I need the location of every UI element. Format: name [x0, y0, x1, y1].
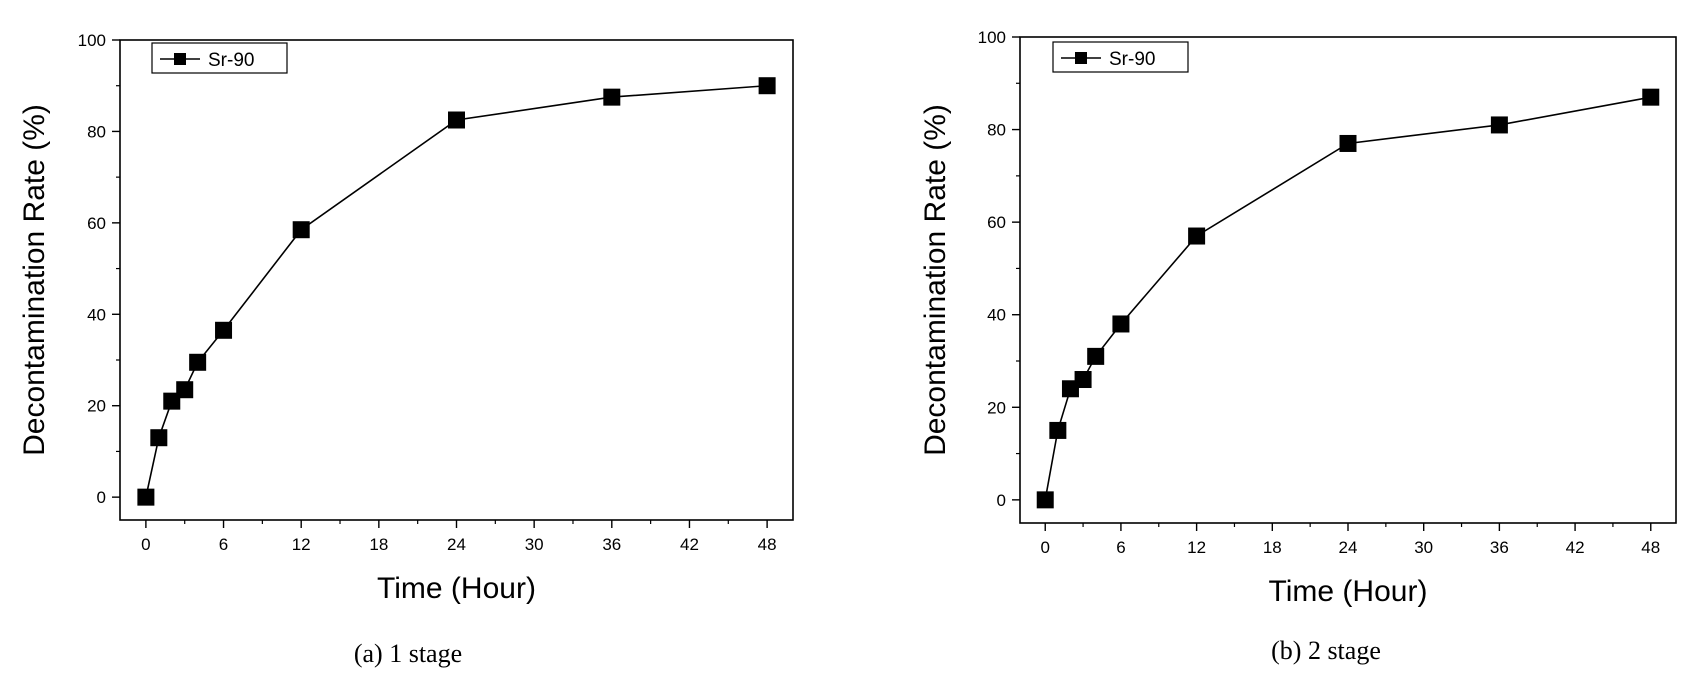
- x-tick-label: 24: [447, 535, 466, 554]
- y-tick-label: 40: [87, 305, 106, 324]
- data-point: [1188, 227, 1206, 245]
- y-tick-label: 40: [987, 306, 1006, 325]
- legend-label: Sr-90: [208, 50, 254, 71]
- series-line: [1044, 96, 1651, 501]
- chart-caption: (a) 1 stage: [354, 639, 462, 668]
- y-tick-label: 20: [987, 398, 1006, 417]
- chart-panel-1: 0 6 12 18 24 30 36 42 48 0 20 40 60 80 100 Time (Hour) D…: [18, 31, 794, 668]
- x-tick-label: 42: [1566, 538, 1585, 557]
- data-point: [1036, 491, 1054, 509]
- legend-label: Sr-90: [1109, 49, 1155, 70]
- y-tick-label: 20: [87, 397, 106, 416]
- data-point: [176, 381, 194, 399]
- x-tick-label: 42: [680, 535, 699, 554]
- y-tick-label: 80: [987, 121, 1006, 140]
- x-tick-label: 18: [369, 535, 388, 554]
- x-tick-label: 18: [1263, 538, 1282, 557]
- legend-marker: [174, 53, 186, 65]
- data-point: [1339, 134, 1357, 152]
- x-tick-label: 30: [1414, 538, 1433, 557]
- y-axis-title: Decontamination Rate (%): [18, 104, 51, 456]
- data-point: [603, 88, 621, 106]
- data-point: [1112, 315, 1130, 333]
- y-tick-label: 100: [978, 28, 1006, 47]
- x-tick-label: 12: [1187, 538, 1206, 557]
- data-point: [1642, 88, 1660, 106]
- chart-panel-2: 0 6 12 18 24 30 36 42 48 0 20 40 60 80 100 Time (Hour) D…: [919, 28, 1677, 665]
- y-tick-label: 0: [997, 491, 1006, 510]
- data-point: [1490, 116, 1508, 134]
- x-tick-label: 24: [1339, 538, 1358, 557]
- series-line: [145, 84, 768, 498]
- data-point: [1049, 421, 1067, 439]
- x-tick-label: 30: [525, 535, 544, 554]
- x-tick-label: 0: [1040, 538, 1049, 557]
- x-tick-label: 12: [292, 535, 311, 554]
- data-point: [163, 392, 181, 410]
- data-point: [137, 488, 155, 506]
- data-point: [215, 321, 233, 339]
- chart-caption: (b) 2 stage: [1271, 636, 1381, 665]
- y-tick-label: 80: [87, 122, 106, 141]
- y-tick-label: 100: [78, 31, 106, 50]
- x-tick-label: 36: [1490, 538, 1509, 557]
- data-point: [189, 353, 207, 371]
- data-point: [292, 221, 310, 239]
- x-tick-label: 36: [602, 535, 621, 554]
- x-axis-title: Time (Hour): [1269, 575, 1428, 608]
- x-tick-label: 48: [1641, 538, 1660, 557]
- x-tick-label: 6: [1116, 538, 1125, 557]
- data-point: [448, 111, 465, 129]
- x-tick-label: 6: [219, 535, 228, 554]
- legend-marker: [1075, 52, 1087, 64]
- x-axis-title: Time (Hour): [377, 572, 536, 605]
- data-point: [1074, 371, 1092, 389]
- x-tick-label: 48: [758, 535, 777, 554]
- y-tick-label: 0: [97, 488, 106, 507]
- data-point: [1087, 347, 1105, 365]
- y-tick-label: 60: [87, 214, 106, 233]
- y-tick-label: 60: [987, 213, 1006, 232]
- y-axis-title: Decontamination Rate (%): [919, 104, 952, 456]
- x-tick-label: 0: [141, 535, 150, 554]
- data-point: [150, 429, 168, 447]
- data-point: [758, 77, 776, 95]
